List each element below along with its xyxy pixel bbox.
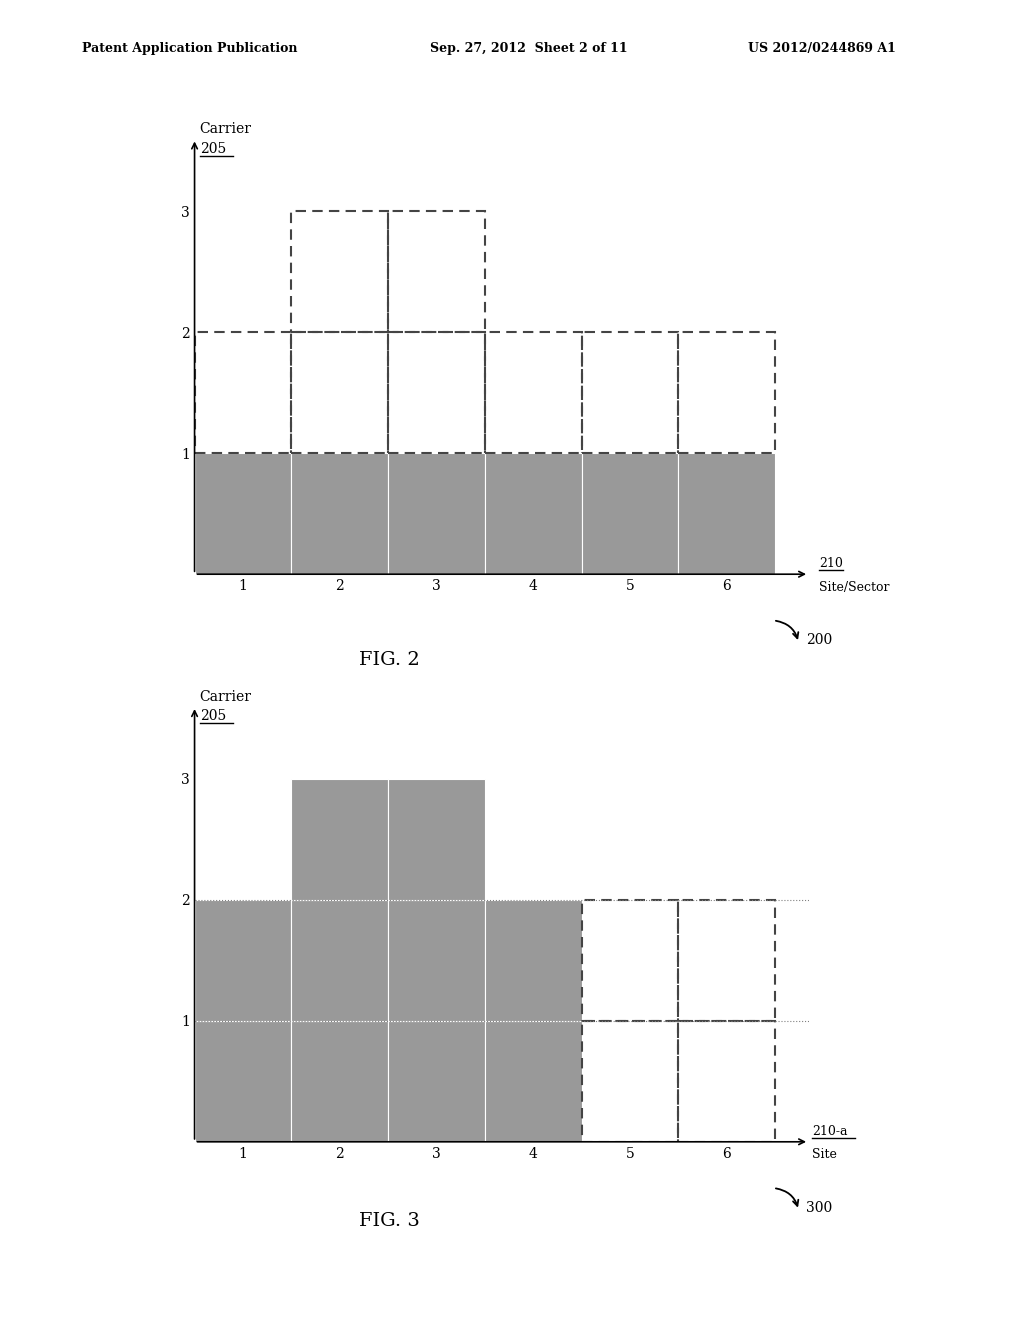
Bar <box>195 900 291 1020</box>
Text: 205: 205 <box>200 709 226 723</box>
Bar <box>195 1020 291 1142</box>
Bar <box>195 453 291 574</box>
Bar <box>291 453 388 574</box>
Text: Site: Site <box>812 1148 837 1162</box>
Bar <box>678 333 775 453</box>
Bar <box>582 453 678 574</box>
Text: Sep. 27, 2012  Sheet 2 of 11: Sep. 27, 2012 Sheet 2 of 11 <box>430 42 628 55</box>
Bar <box>678 1020 775 1142</box>
Bar <box>291 333 388 453</box>
Bar <box>291 1020 388 1142</box>
Text: FIG. 3: FIG. 3 <box>358 1212 420 1230</box>
Bar <box>678 900 775 1020</box>
Bar <box>388 333 484 453</box>
Bar <box>291 900 388 1020</box>
Text: US 2012/0244869 A1: US 2012/0244869 A1 <box>748 42 895 55</box>
Text: Carrier: Carrier <box>200 689 252 704</box>
Bar <box>582 1020 678 1142</box>
Text: 205: 205 <box>200 141 226 156</box>
Text: 200: 200 <box>806 634 833 647</box>
Bar <box>388 900 484 1020</box>
Text: Site/Sector: Site/Sector <box>819 581 890 594</box>
Bar <box>484 900 582 1020</box>
Text: 300: 300 <box>806 1201 833 1214</box>
Bar <box>291 211 388 333</box>
Text: Patent Application Publication: Patent Application Publication <box>82 42 297 55</box>
Bar <box>388 779 484 900</box>
Text: Carrier: Carrier <box>200 121 252 136</box>
Bar <box>195 333 291 453</box>
Bar <box>388 1020 484 1142</box>
Text: FIG. 2: FIG. 2 <box>358 651 420 669</box>
Text: 210-a: 210-a <box>812 1125 848 1138</box>
Bar <box>484 453 582 574</box>
Bar <box>484 1020 582 1142</box>
Bar <box>291 779 388 900</box>
Bar <box>582 900 678 1020</box>
Bar <box>678 453 775 574</box>
Bar <box>582 333 678 453</box>
Bar <box>388 453 484 574</box>
Bar <box>388 211 484 333</box>
Text: 210: 210 <box>819 557 843 570</box>
Bar <box>484 333 582 453</box>
